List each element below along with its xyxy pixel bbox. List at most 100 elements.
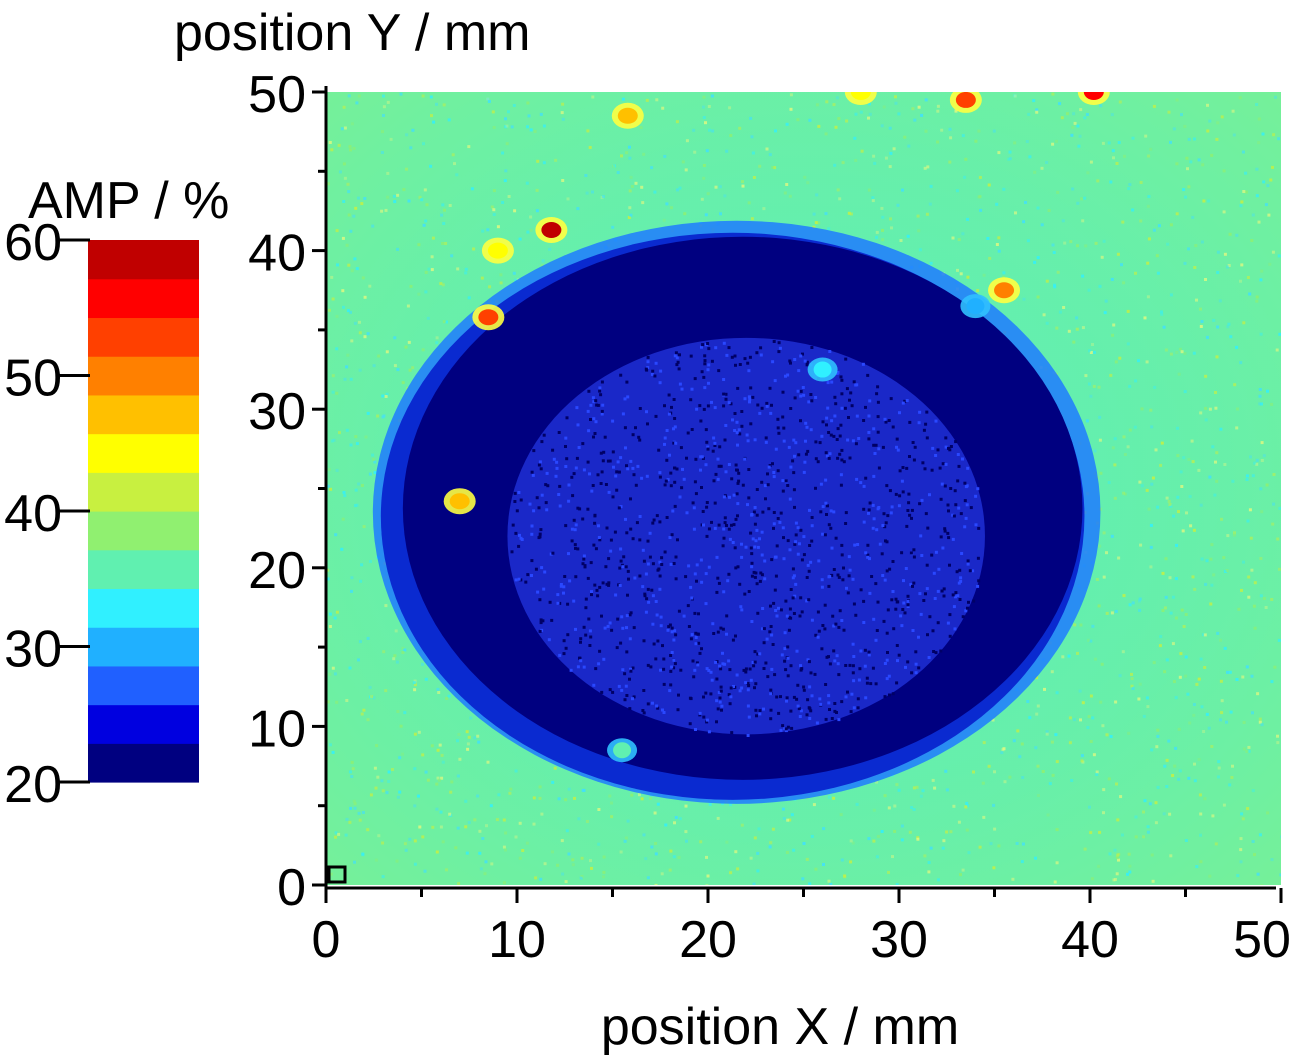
noise-pixel [464, 799, 468, 803]
defect-pixel [763, 577, 767, 581]
defect-pixel [885, 677, 889, 681]
defect-pixel [619, 641, 623, 645]
noise-pixel [1222, 169, 1226, 173]
noise-pixel [1055, 828, 1059, 832]
defect-pixel [918, 410, 922, 414]
noise-pixel [789, 107, 793, 111]
defect-pixel [659, 369, 663, 373]
spot [541, 221, 562, 238]
noise-pixel [1182, 188, 1186, 192]
noise-pixel [1266, 184, 1270, 188]
defect-pixel [944, 436, 948, 440]
defect-pixel [736, 386, 740, 390]
defect-pixel [864, 405, 867, 409]
defect-pixel [794, 521, 798, 525]
noise-pixel [917, 105, 921, 109]
noise-pixel [1226, 325, 1230, 329]
defect-pixel [621, 412, 625, 416]
defect-pixel [859, 649, 863, 653]
defect-pixel [829, 509, 833, 513]
noise-pixel [395, 859, 399, 863]
defect-pixel [847, 555, 851, 559]
noise-pixel [1073, 718, 1076, 722]
defect-pixel [937, 567, 941, 571]
defect-pixel [646, 562, 650, 566]
noise-pixel [1084, 374, 1088, 378]
defect-pixel [556, 601, 560, 605]
noise-pixel [1067, 654, 1071, 658]
defect-pixel [764, 436, 768, 440]
noise-pixel [407, 199, 411, 203]
defect-pixel [951, 537, 955, 541]
defect-pixel [616, 617, 620, 621]
spot [1083, 92, 1104, 100]
defect-pixel [804, 439, 807, 443]
noise-pixel [346, 309, 350, 313]
defect-pixel [772, 471, 776, 474]
noise-pixel [1184, 674, 1188, 678]
noise-pixel [991, 718, 995, 722]
defect-pixel [771, 360, 775, 364]
defect-pixel [647, 600, 651, 604]
defect-pixel [704, 428, 708, 432]
defect-pixel [725, 632, 728, 636]
defect-pixel [648, 531, 652, 535]
noise-pixel [812, 803, 816, 807]
noise-pixel [1262, 180, 1266, 184]
noise-pixel [972, 770, 975, 774]
defect-pixel [714, 472, 718, 476]
noise-pixel [729, 803, 733, 807]
defect-pixel [625, 626, 628, 630]
noise-pixel [1021, 842, 1025, 846]
defect-pixel [619, 373, 623, 377]
noise-pixel [591, 190, 594, 194]
defect-pixel [611, 419, 615, 423]
noise-pixel [441, 242, 445, 245]
noise-pixel [1085, 419, 1089, 423]
noise-pixel [421, 94, 425, 98]
noise-pixel [706, 192, 710, 196]
defect-pixel [598, 389, 602, 393]
defect-pixel [750, 561, 754, 565]
defect-pixel [644, 610, 648, 614]
defect-pixel [796, 389, 800, 393]
noise-pixel [343, 176, 347, 180]
noise-pixel [916, 837, 920, 841]
noise-pixel [1043, 687, 1046, 691]
colorbar-band [88, 549, 199, 590]
noise-pixel [330, 439, 334, 443]
noise-pixel [420, 198, 424, 202]
noise-pixel [326, 577, 330, 581]
noise-pixel [903, 135, 907, 139]
noise-pixel [1229, 335, 1233, 339]
noise-pixel [705, 149, 709, 153]
defect-pixel [859, 588, 863, 592]
noise-pixel [725, 840, 729, 844]
noise-pixel [1215, 355, 1219, 359]
noise-pixel [1149, 545, 1153, 549]
defect-pixel [584, 633, 588, 637]
defect-pixel [627, 577, 630, 581]
defect-pixel [747, 590, 751, 593]
defect-pixel [886, 514, 890, 518]
noise-pixel [1122, 435, 1126, 439]
defect-pixel [673, 504, 677, 508]
noise-pixel [1147, 195, 1151, 198]
noise-pixel [1025, 884, 1029, 885]
noise-pixel [349, 229, 353, 233]
noise-pixel [982, 273, 986, 277]
defect-pixel [699, 419, 703, 423]
defect-pixel [727, 659, 731, 663]
noise-pixel [363, 197, 367, 200]
defect-pixel [932, 650, 936, 653]
noise-pixel [455, 173, 459, 177]
noise-pixel [328, 308, 331, 312]
defect-pixel [687, 625, 691, 628]
defect-pixel [628, 613, 632, 617]
noise-pixel [351, 767, 355, 771]
spot [613, 742, 632, 759]
defect-pixel [734, 517, 738, 521]
noise-pixel [1107, 777, 1111, 781]
noise-pixel [1091, 343, 1094, 346]
noise-pixel [838, 197, 842, 201]
